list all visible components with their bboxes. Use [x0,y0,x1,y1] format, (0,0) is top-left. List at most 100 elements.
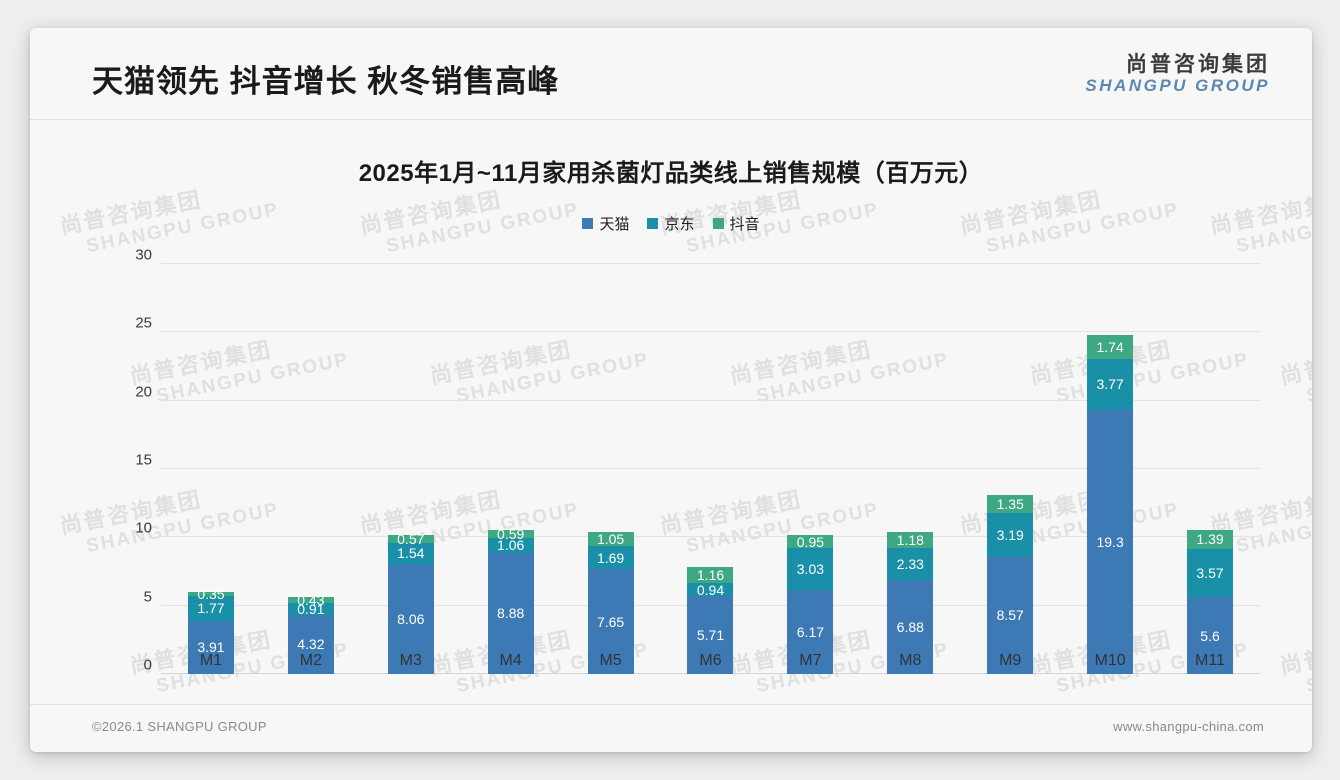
bar-value-label: 1.06 [497,537,525,554]
bar-group[interactable]: 5.6 3.57 1.39 M11 [1160,246,1260,674]
legend-item[interactable]: 天猫 [582,213,629,234]
slide-footer: ©2026.1 SHANGPU GROUP www.shangpu-china.… [30,704,1312,752]
footer-copyright: ©2026.1 SHANGPU GROUP [92,719,267,734]
bar-value-label: 3.57 [1196,565,1224,582]
y-axis-tick-label: 20 [135,383,152,401]
bar-segment[interactable]: 1.35 [987,494,1034,514]
bar-segment[interactable]: 5.71 [687,595,734,674]
bar-value-label: 1.05 [596,531,625,548]
bar-segment[interactable]: 6.88 [887,579,934,674]
x-axis-tick-label: M4 [499,652,522,669]
bar-value-label: 8.57 [996,607,1024,624]
legend-item[interactable]: 抖音 [712,213,760,234]
bar-value-label: 19.3 [1096,534,1124,551]
bar-group[interactable]: 6.17 3.03 0.95 M7 [760,246,860,674]
bar-segment[interactable]: 0.59 [487,526,534,543]
bar-segment[interactable]: 1.39 [1187,529,1234,549]
bar-group[interactable]: 5.71 0.94 1.16 M6 [661,246,761,674]
bar-segment[interactable]: 6.17 [787,589,834,674]
bar-segment[interactable]: 3.19 [987,513,1034,557]
x-axis-tick-label: M3 [399,652,422,669]
x-axis-tick-label: M6 [699,652,722,669]
bar-segment[interactable]: 3.57 [1187,548,1234,598]
legend-item[interactable]: 京东 [647,213,695,234]
bar-group[interactable]: 6.88 2.33 1.18 M8 [860,246,960,674]
gridline [161,399,1260,401]
brand-logo: 尚普咨询集团 SHANGPU GROUP [1085,53,1270,95]
bar-group[interactable]: 19.3 3.77 1.74 M10 [1060,246,1160,674]
bar-stack: 7.65 1.69 1.05 [587,531,634,674]
bar-group[interactable]: 8.57 3.19 1.35 M9 [960,246,1060,674]
bar-segment[interactable]: 1.06 [487,537,534,554]
bar-segment[interactable]: 7.65 [587,569,634,674]
bar-group[interactable]: 8.06 1.54 0.57 M3 [361,246,461,674]
bar-segment[interactable]: 19.3 [1087,410,1134,674]
legend-label: 京东 [664,215,695,233]
bar-value-label: 0.95 [796,533,825,550]
bar-segment[interactable]: 0.91 [287,602,334,616]
bar-stack: 8.88 1.06 0.59 [487,526,534,674]
bar-stack: 5.6 3.57 1.39 [1187,529,1234,674]
bar-segment[interactable]: 1.18 [887,532,934,549]
bar-segment[interactable]: 1.05 [587,531,634,548]
bar-value-label: 3.77 [1096,376,1124,393]
y-axis-tick-label: 5 [143,588,152,606]
bar-segment[interactable]: 0.43 [287,593,334,607]
bar-group[interactable]: 8.88 1.06 0.59 M4 [461,246,561,674]
bar-segment[interactable]: 1.74 [1087,334,1134,359]
bar-segment[interactable]: 1.54 [387,542,434,564]
y-axis-tick-label: 10 [135,519,152,537]
bar-stack: 8.57 3.19 1.35 [987,494,1034,674]
bar-stack: 19.3 3.77 1.74 [1087,334,1134,674]
bar-segment[interactable]: 3.03 [787,548,834,590]
bar-group[interactable]: 7.65 1.69 1.05 M5 [561,246,661,674]
bar-value-label: 3.91 [197,639,225,656]
bar-value-label: 2.33 [896,556,924,573]
footer-website: www.shangpu-china.com [1113,719,1264,734]
bar-value-label: 5.6 [1200,627,1220,644]
bar-value-label: 1.69 [596,549,625,566]
legend-label: 天猫 [599,215,630,233]
gridline [161,468,1260,469]
bar-segment[interactable]: 3.91 [187,620,234,674]
bar-value-label: 4.32 [297,636,325,653]
bar-group[interactable]: 4.32 0.91 0.43 M2 [261,246,361,674]
bar-segment[interactable]: 0.95 [787,533,834,550]
bar-segment[interactable]: 1.16 [687,567,734,584]
bar-segment[interactable]: 0.94 [687,581,734,598]
bar-value-label: 1.18 [896,532,924,549]
y-axis-tick-label: 0 [143,656,152,674]
x-axis-tick-label: M7 [799,652,822,669]
bar-value-label: 7.65 [596,613,625,630]
bar-value-label: 1.77 [197,600,225,617]
y-axis-tick-label: 15 [135,451,152,469]
bar-segment[interactable]: 0.57 [387,532,434,546]
x-axis-tick-label: M2 [299,652,322,669]
bar-segment[interactable]: 5.6 [1187,597,1234,674]
bar-segment[interactable]: 8.57 [987,556,1034,674]
stacked-bar-chart: 天猫 京东 抖音 0 5 10 15 20 25 30 3.91 1.77 0.35 M1 4.32 0.… [30,208,1312,708]
bar-value-label: 8.88 [497,605,525,622]
bar-segment[interactable]: 8.06 [387,563,434,674]
bar-segment[interactable]: 2.33 [887,548,934,580]
bar-value-label: 3.19 [996,527,1024,544]
legend-swatch-icon [712,217,724,229]
bar-segment[interactable]: 1.69 [587,546,634,570]
brand-logo-cn: 尚普咨询集团 [1126,53,1270,76]
bar-stack: 3.91 1.77 0.35 [187,587,234,674]
bar-value-label: 3.03 [796,560,825,577]
x-axis-tick-label: M8 [899,652,922,669]
bar-segment[interactable]: 4.32 [287,614,334,674]
bar-segment[interactable]: 1.77 [187,596,234,621]
bar-value-label: 6.17 [796,623,825,640]
bar-segment[interactable]: 0.35 [187,587,234,601]
bar-value-label: 0.59 [497,526,525,543]
x-axis-tick-label: M9 [999,652,1022,669]
slide-card: 天猫领先 抖音增长 秋冬销售高峰 尚普咨询集团 SHANGPU GROUP 20… [30,28,1312,752]
bar-group[interactable]: 3.91 1.77 0.35 M1 [161,246,261,674]
bar-segment[interactable]: 3.77 [1087,358,1134,411]
legend-swatch-icon [647,217,659,229]
bar-value-label: 0.43 [297,591,325,608]
bar-value-label: 0.94 [696,581,725,598]
bar-segment[interactable]: 8.88 [487,552,534,674]
